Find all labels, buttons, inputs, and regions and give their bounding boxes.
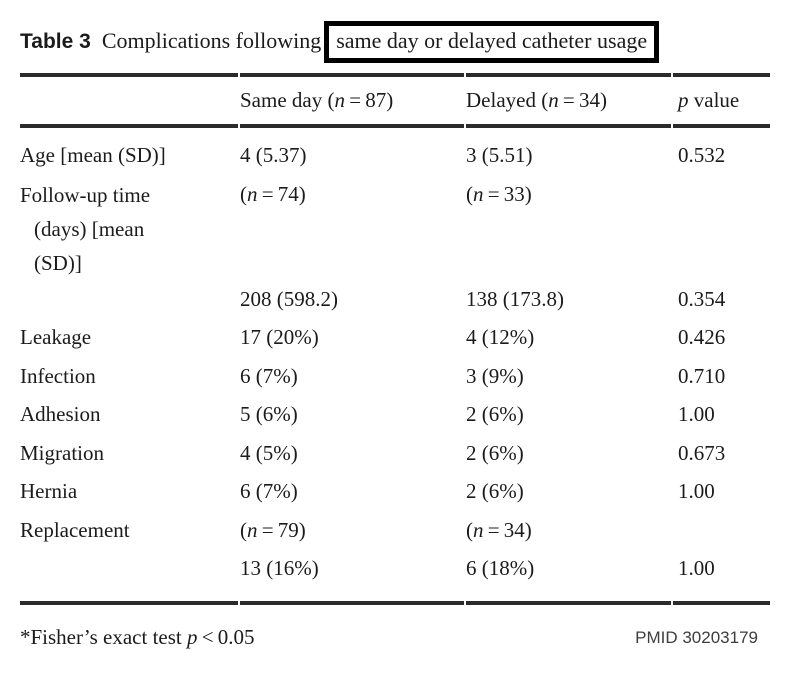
table-row-follow-up-time: Follow-up time (days) [mean (SD)] (n = 74)… <box>20 175 770 280</box>
table-footer: *Fisher’s exact test p < 0.05 PMID 30203… <box>20 625 770 650</box>
p-value-cell: 0.673 <box>678 440 726 465</box>
table-header-row: Same day (n = 87) Delayed (n = 34) p val… <box>20 77 770 124</box>
row-label-cell: Hernia <box>20 479 78 503</box>
header-cell-same-day: Same day (n = 87) <box>240 88 394 112</box>
table-figure: Table 3 Complications following same day o… <box>20 0 770 650</box>
table-row-adhesion: Adhesion 5 (6%) 2 (6%) 1.00 <box>20 395 770 434</box>
delayed-cell: 2 (6%) <box>466 479 524 503</box>
delayed-cell: 3 (5.51) <box>466 143 533 167</box>
p-value-cell: 0.354 <box>678 286 726 311</box>
delayed-cell: 6 (18%) <box>466 556 535 580</box>
row-label-cell: Follow-up time (days) [mean (SD)] <box>20 182 151 275</box>
same-day-cell: 208 (598.2) <box>240 286 338 311</box>
delayed-cell: 138 (173.8) <box>466 286 564 311</box>
table-caption-label: Table 3 <box>20 30 91 53</box>
p-value-cell: 0.710 <box>678 363 726 388</box>
rule-segment <box>240 124 464 128</box>
table-rule-header <box>20 124 770 128</box>
delayed-cell: 2 (6%) <box>466 402 524 426</box>
rule-segment <box>240 600 464 605</box>
caption-highlight-box: same day or delayed catheter usage <box>324 21 660 63</box>
rule-segment <box>20 600 238 605</box>
table-body: Age [mean (SD)] 4 (5.37) 3 (5.51) 0.532 … <box>20 128 770 601</box>
rule-segment <box>673 124 770 128</box>
same-day-cell: 17 (20%) <box>240 325 319 349</box>
table-row-age: Age [mean (SD)] 4 (5.37) 3 (5.51) 0.532 <box>20 136 770 175</box>
p-value-cell: 1.00 <box>678 402 715 426</box>
row-label-cell: Replacement <box>20 517 130 542</box>
same-day-cell: (n = 74) <box>240 181 306 206</box>
table-caption-text: Complications following <box>101 28 322 53</box>
table-footnote: *Fisher’s exact test p < 0.05 <box>20 624 255 649</box>
row-label-cell: Infection <box>20 363 96 388</box>
rule-segment <box>20 124 238 128</box>
table-row-follow-up-values: 208 (598.2) 138 (173.8) 0.354 <box>20 280 770 319</box>
delayed-cell: (n = 33) <box>466 181 532 206</box>
p-value-cell: 1.00 <box>678 556 715 580</box>
rule-segment <box>466 73 671 77</box>
header-cell-delayed: Delayed (n = 34) <box>466 88 607 112</box>
p-value-cell: 0.426 <box>678 325 726 349</box>
table-rule-top <box>20 73 770 77</box>
table-row-replacement-values: 13 (16%) 6 (18%) 1.00 <box>20 549 770 588</box>
delayed-cell: 2 (6%) <box>466 440 524 465</box>
row-label-cell: Age [mean (SD)] <box>20 143 166 167</box>
same-day-cell: 6 (7%) <box>240 479 298 503</box>
delayed-cell: 4 (12%) <box>466 325 535 349</box>
table-rule-bottom <box>20 600 770 605</box>
pmid-label: PMID 30203179 <box>635 627 758 647</box>
header-cell-p-value: p value <box>678 88 740 112</box>
rule-segment <box>466 124 671 128</box>
rule-segment <box>466 600 671 605</box>
rule-segment <box>673 73 770 77</box>
row-label-cell: Leakage <box>20 325 92 349</box>
table-row-infection: Infection 6 (7%) 3 (9%) 0.710 <box>20 357 770 396</box>
row-label-cell: Migration <box>20 440 104 465</box>
rule-segment <box>20 73 238 77</box>
rule-segment <box>240 73 464 77</box>
same-day-cell: 4 (5.37) <box>240 143 307 167</box>
table-row-hernia: Hernia 6 (7%) 2 (6%) 1.00 <box>20 472 770 511</box>
table-row-leakage: Leakage 17 (20%) 4 (12%) 0.426 <box>20 318 770 357</box>
p-value-cell: 1.00 <box>678 479 715 503</box>
same-day-cell: 6 (7%) <box>240 363 298 388</box>
table-row-migration: Migration 4 (5%) 2 (6%) 0.673 <box>20 434 770 473</box>
table-row-replacement: Replacement (n = 79) (n = 34) <box>20 511 770 550</box>
delayed-cell: (n = 34) <box>466 517 532 542</box>
same-day-cell: (n = 79) <box>240 517 306 542</box>
rule-segment <box>673 600 770 605</box>
delayed-cell: 3 (9%) <box>466 363 524 388</box>
table-caption: Table 3 Complications following same day o… <box>20 0 770 63</box>
row-label-cell: Adhesion <box>20 402 101 426</box>
same-day-cell: 13 (16%) <box>240 556 319 580</box>
same-day-cell: 4 (5%) <box>240 440 298 465</box>
same-day-cell: 5 (6%) <box>240 402 298 426</box>
p-value-cell: 0.532 <box>678 143 726 167</box>
